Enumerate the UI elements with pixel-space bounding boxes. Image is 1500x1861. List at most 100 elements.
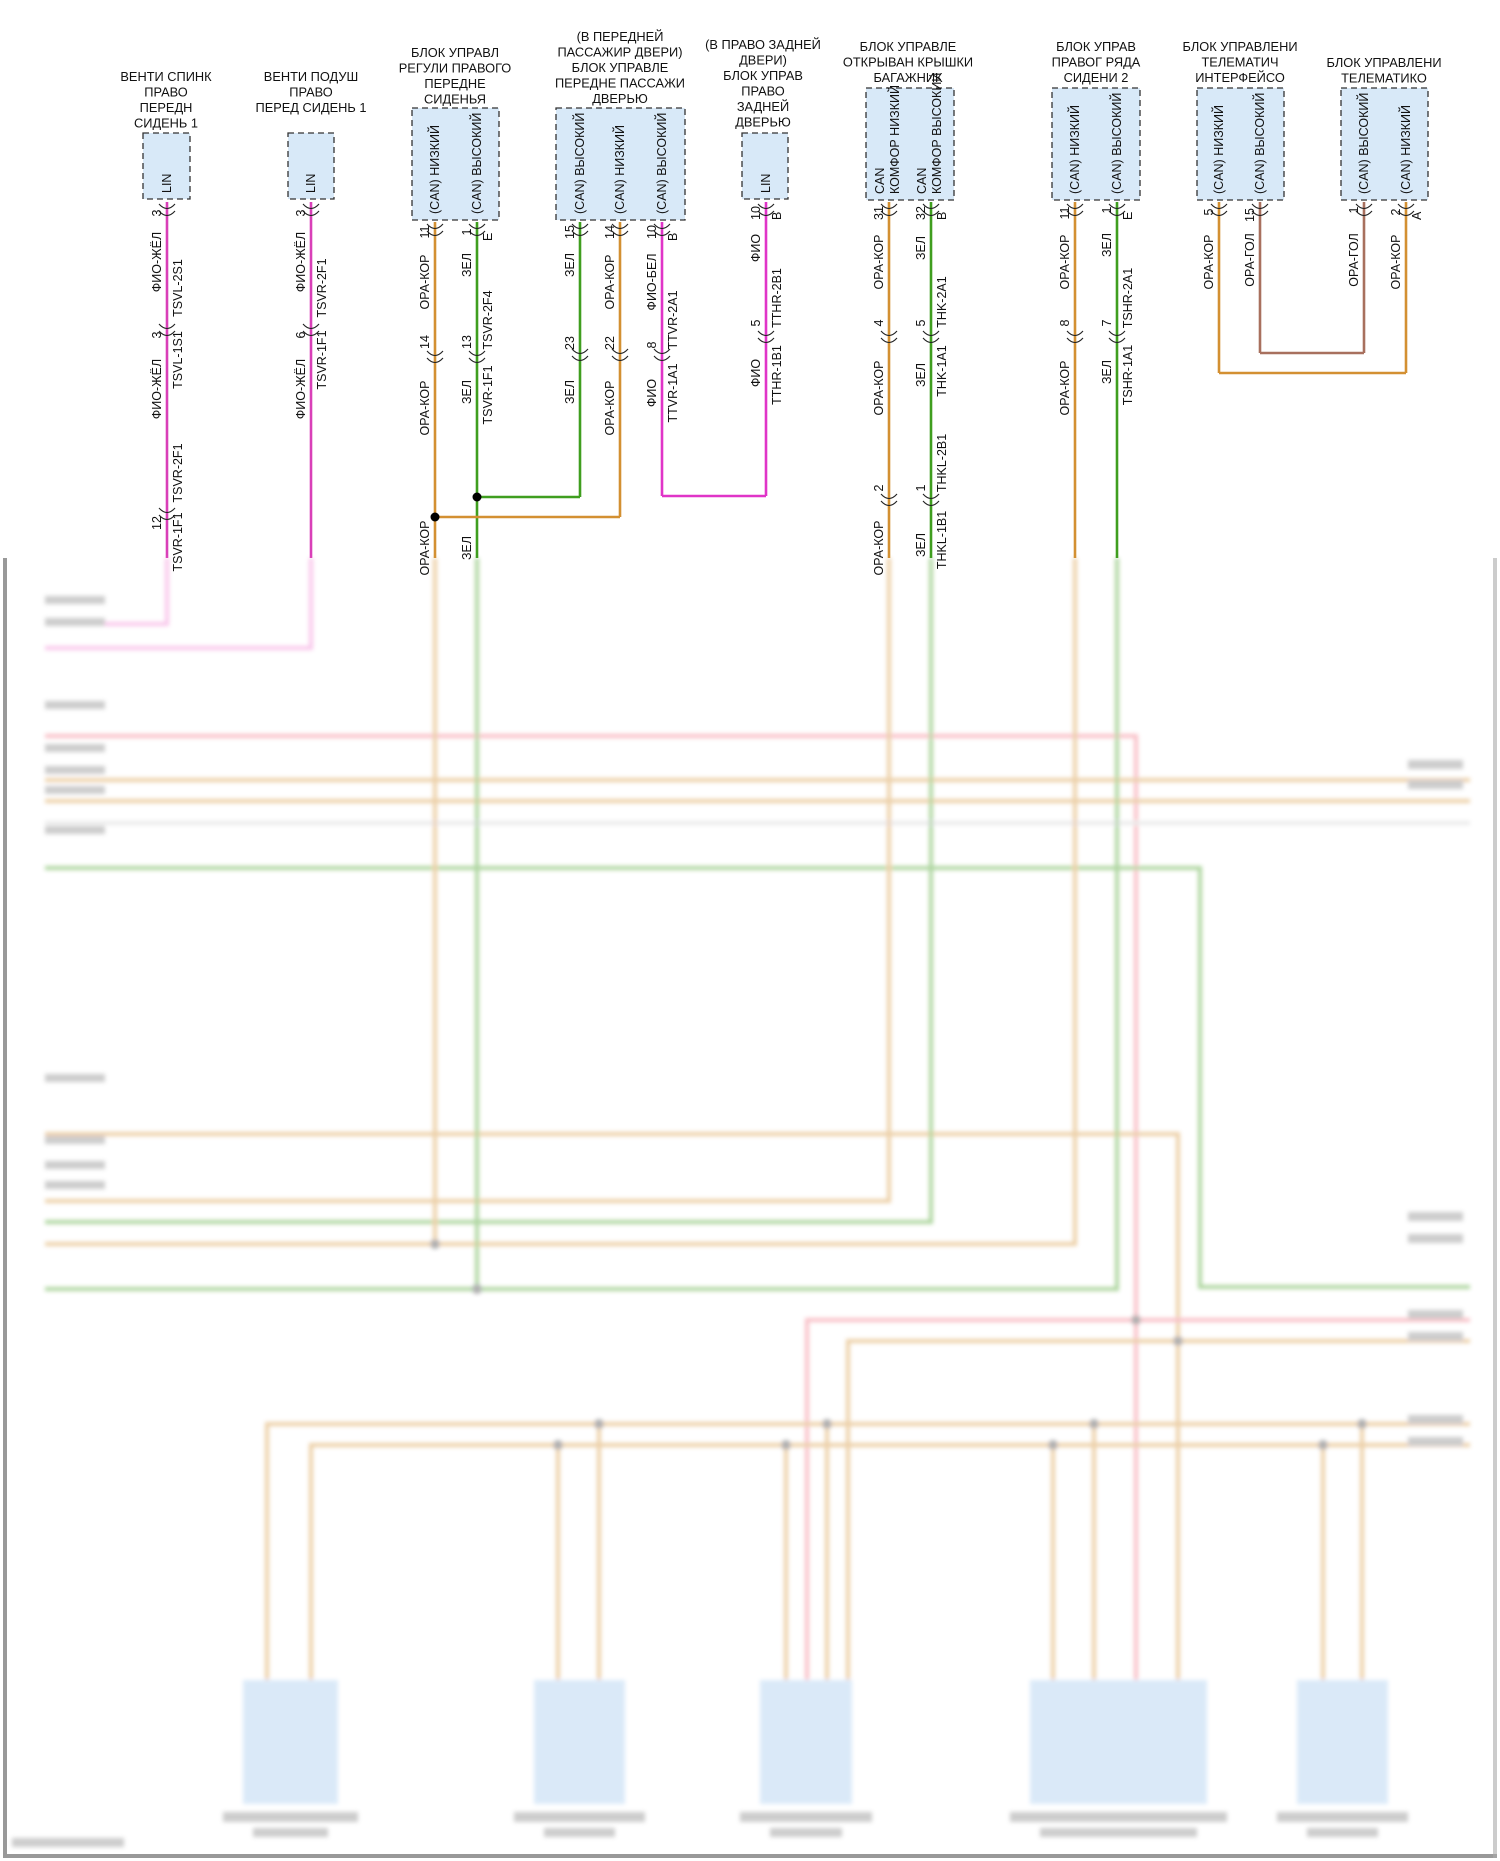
wire-label: 31 (872, 206, 886, 220)
pin-label: (CAN) НИЗКИЙ (1398, 105, 1413, 194)
splice-dot (822, 1419, 832, 1429)
module-title-line: БЛОК УПРАВЛЕНИ (1326, 55, 1441, 70)
harness-label-blur (45, 1074, 105, 1082)
connector-icon (880, 493, 898, 507)
connector-icon (302, 323, 320, 337)
wire-label: ЗЕЛ (460, 380, 474, 404)
wire-label: ФИО-ЖЁЛ (294, 359, 308, 419)
harness-wire (45, 558, 313, 650)
module-title-line: ТЕЛЕМАТИКО (1341, 71, 1427, 86)
wire-label: ОРА-КОР (872, 521, 886, 576)
connector-icon (922, 330, 940, 344)
harness-wire (45, 558, 169, 626)
harness-wire (45, 558, 933, 1224)
wire-label: 4 (872, 319, 886, 326)
harness-label-blur (45, 1181, 105, 1189)
wire-label: 32 (914, 206, 928, 220)
pin-label: КОМФОР НИЗКИЙ (887, 85, 902, 194)
lower-module-box (1030, 1680, 1207, 1804)
harness-label-blur (45, 766, 105, 774)
harness-label-blur (45, 1136, 105, 1144)
wire-label: ЗЕЛ (1100, 360, 1114, 384)
connector-icon (757, 330, 775, 344)
connector-icon (571, 348, 589, 362)
wire-labels: 3 ФИО-ЖЁЛ TSVL-2S1 3 TSVL-1S1 ФИО-ЖЁЛ TSVR-2F1… (150, 206, 1403, 575)
wire-label: ОРА-КОР (603, 255, 617, 310)
harness-label-blur (1408, 1332, 1463, 1341)
harness-label-blur (45, 826, 105, 834)
module-title-line: БЛОК УПРАВЛЕНИ (1182, 39, 1297, 54)
wire-label: ЗЕЛ (460, 536, 474, 560)
wire-label: TSHR-1A1 (1121, 345, 1135, 405)
wire-label: ОРА-КОР (418, 521, 432, 576)
splice-dot (472, 492, 482, 502)
module-title-line: ПЕРЕДНЕ (424, 76, 485, 91)
harness-wire (265, 1422, 1470, 1690)
module-title-line: ДВЕРЬЮ (592, 91, 648, 106)
wire-label: 15 (563, 225, 577, 239)
lower-module-label-blur (1010, 1812, 1227, 1822)
connector-letter: B (935, 212, 949, 220)
wire-label: TSVR-2F4 (481, 290, 495, 349)
pin-label: (CAN) ВЫСОКИЙ (572, 113, 587, 214)
harness-label-blur (45, 596, 105, 604)
wire-label: 22 (603, 336, 617, 350)
lower-module-box (760, 1680, 852, 1804)
wire-label: ФИО (749, 359, 763, 387)
module-title-line: ПЕРЕД СИДЕНЬ 1 (256, 100, 367, 115)
pin-label: LIN (759, 174, 773, 193)
wire-label: 3 (150, 331, 164, 338)
wire-label: TSVR-1F1 (315, 330, 329, 389)
wire-label: ОРА-КОР (418, 381, 432, 436)
connector-icon (426, 223, 444, 237)
harness-wire (45, 558, 1119, 1291)
harness-label-blur (45, 618, 105, 626)
splice-dot (781, 1440, 791, 1450)
wire-label: ОРА-КОР (1389, 235, 1403, 290)
harness-label-blur (45, 701, 105, 709)
wire-label: ОРА-ГОЛ (1347, 233, 1361, 287)
harness-wire (846, 1339, 1470, 1690)
module-title-line: БЛОК УПРАВЛЕ (860, 39, 957, 54)
module-title-line: СИДЕНИ 2 (1064, 70, 1129, 85)
splice-dot (430, 1239, 440, 1249)
connector-icon (880, 203, 898, 217)
harness-label-blur (1408, 780, 1463, 789)
connector-icon (158, 507, 176, 521)
wire-label: ОРА-КОР (418, 255, 432, 310)
harness-label-blur (1408, 1310, 1463, 1319)
module-title-line: ПЕРЕДНЕ ПАССАЖИ (555, 76, 685, 91)
splice-dot (1048, 1440, 1058, 1450)
connector-icon (1355, 203, 1373, 217)
wire-label: THKL-1B1 (935, 511, 949, 569)
wires (158, 202, 1415, 558)
harness-label-blur (1408, 1437, 1463, 1446)
module-title-line: БЛОК УПРАВ (1056, 39, 1136, 54)
wire-label: 10 (749, 206, 763, 220)
harness-label-blur (45, 744, 105, 752)
wire-label: TTVR-2A1 (666, 290, 680, 349)
splice-dot (1357, 1419, 1367, 1429)
connector-icon (922, 203, 940, 217)
wire-label: ФИО-БЕЛ (645, 253, 659, 310)
pin-label: (CAN) НИЗКИЙ (1067, 105, 1082, 194)
module-title-line: РЕГУЛИ ПРАВОГО (399, 61, 512, 76)
harness-label-blur (45, 786, 105, 794)
connector-icon (1108, 203, 1126, 217)
wire-label: ОРА-КОР (1058, 235, 1072, 290)
lower-module-label-blur (770, 1828, 842, 1837)
module-title-line: ИНТЕРФЕЙСО (1195, 70, 1285, 85)
connector-icon (653, 223, 671, 237)
pin-label: (CAN) НИЗКИЙ (1211, 105, 1226, 194)
wire-label: 11 (418, 225, 432, 238)
